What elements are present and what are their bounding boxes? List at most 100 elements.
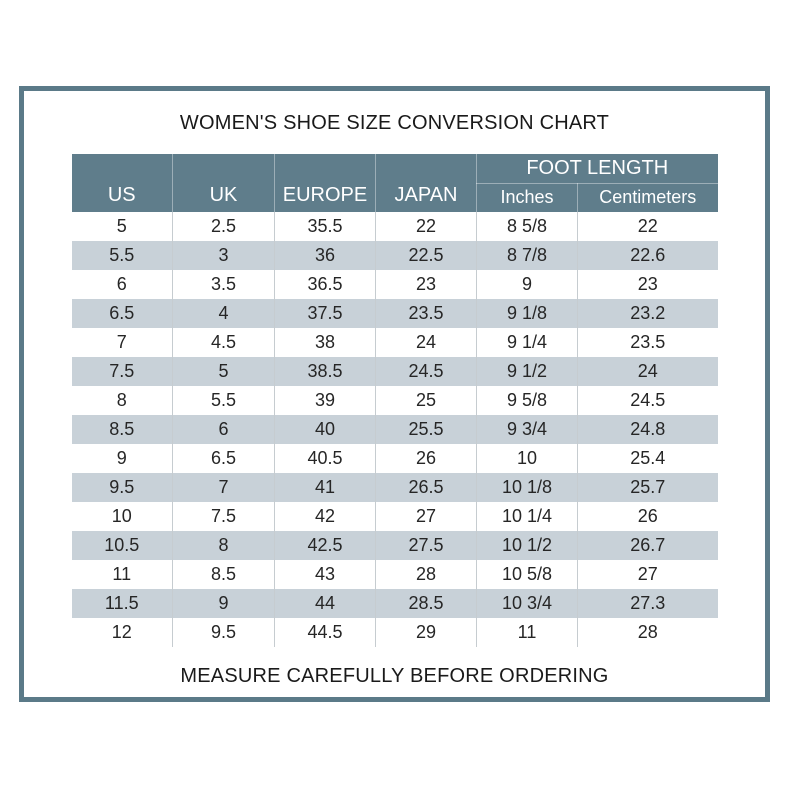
cell: 10 3/4 (476, 589, 578, 618)
conversion-table: US UK EUROPE JAPAN FOOT LENGTH Inches Ce… (71, 154, 718, 647)
cell: 41 (274, 473, 376, 502)
cell: 11.5 (104, 593, 139, 613)
cell: 10 5/8 (476, 560, 578, 589)
column-header-us: US (71, 154, 173, 212)
cell: 6 (116, 274, 127, 294)
cell: 8 (172, 531, 275, 560)
cell: 6.5 (172, 444, 275, 473)
cell: 2.5 (172, 212, 275, 241)
cell: 28.5 (375, 589, 477, 618)
cell: 8.5 (172, 560, 275, 589)
cell: 10 (476, 444, 578, 473)
cell: 24 (577, 357, 718, 386)
cell: 10 1/4 (476, 502, 578, 531)
column-header-inches: Inches (476, 183, 578, 212)
cell: 26 (577, 502, 718, 531)
cell: 3 (172, 241, 275, 270)
cell: 9.5 (172, 618, 275, 647)
column-header-centimeters: Centimeters (577, 183, 718, 212)
cell: 5.5 (172, 386, 275, 415)
cell: 22.6 (577, 241, 718, 270)
table-row: 7 4.5 38 24 9 1/4 23.5 (72, 328, 718, 357)
cell: 23.5 (375, 299, 477, 328)
cell: 25.4 (577, 444, 718, 473)
cell: 25.5 (375, 415, 477, 444)
cell: 27.3 (577, 589, 718, 618)
chart-frame: WOMEN'S SHOE SIZE CONVERSION CHART US UK… (19, 86, 770, 702)
cell: 44.5 (274, 618, 376, 647)
table-row: 11 8.5 43 28 10 5/8 27 (72, 560, 718, 589)
cell: 6 (172, 415, 275, 444)
cell: 22.5 (375, 241, 477, 270)
cell: 4 (172, 299, 275, 328)
cell: 42.5 (274, 531, 376, 560)
cell: 29 (375, 618, 477, 647)
table-row: 9.5 7 41 26.5 10 1/8 25.7 (71, 473, 718, 502)
cell: 9 3/4 (476, 415, 578, 444)
cell: 7 (172, 473, 275, 502)
cell: 40.5 (274, 444, 376, 473)
cell: 28 (577, 618, 718, 647)
table-row: 8 5.5 39 25 9 5/8 24.5 (72, 386, 718, 415)
header-row-top: US UK EUROPE JAPAN FOOT LENGTH (71, 154, 718, 212)
cell: 9.5 (109, 477, 135, 497)
table-body: 5 2.5 35.5 22 8 5/8 22 5.5 3 36 22.5 8 7/8 22.6 6 3.5… (71, 212, 718, 647)
cell: 11 (476, 618, 578, 647)
table-header: US UK EUROPE JAPAN FOOT LENGTH Inches Ce… (71, 154, 718, 212)
cell: 38.5 (274, 357, 376, 386)
cell: 5 (116, 216, 127, 236)
table-row: 5 2.5 35.5 22 8 5/8 22 (72, 212, 718, 241)
cell: 10 1/2 (476, 531, 578, 560)
table-row: 7.5 5 38.5 24.5 9 1/2 24 (71, 357, 718, 386)
cell: 6.5 (109, 303, 135, 323)
cell: 8 5/8 (476, 212, 578, 241)
cell: 9 (172, 589, 275, 618)
cell: 36.5 (274, 270, 376, 299)
cell: 26 (375, 444, 477, 473)
cell: 22 (577, 212, 718, 241)
table-row: 11.5 9 44 28.5 10 3/4 27.3 (71, 589, 718, 618)
table-row: 10 7.5 42 27 10 1/4 26 (72, 502, 718, 531)
cell: 23 (577, 270, 718, 299)
cell: 35.5 (274, 212, 376, 241)
cell: 9 1/8 (476, 299, 578, 328)
cell: 24 (375, 328, 477, 357)
cell: 24.5 (577, 386, 718, 415)
cell: 24.8 (577, 415, 718, 444)
column-header-europe: EUROPE (274, 154, 376, 212)
chart-title: WOMEN'S SHOE SIZE CONVERSION CHART (179, 112, 610, 134)
cell: 3.5 (172, 270, 275, 299)
cell: 26.5 (375, 473, 477, 502)
cell: 7.5 (172, 502, 275, 531)
cell: 8 7/8 (476, 241, 578, 270)
footer-note: MEASURE CAREFULLY BEFORE ORDERING (180, 665, 609, 687)
group-header-foot-length: FOOT LENGTH (476, 154, 718, 184)
cell: 23.2 (577, 299, 718, 328)
cell: 26.7 (577, 531, 718, 560)
cell: 40 (274, 415, 376, 444)
cell: 10.5 (104, 535, 140, 555)
cell: 7.5 (109, 361, 135, 381)
cell: 28 (375, 560, 477, 589)
column-header-japan: JAPAN (375, 154, 477, 212)
cell: 38 (274, 328, 376, 357)
table-row: 6.5 4 37.5 23.5 9 1/8 23.2 (71, 299, 718, 328)
cell: 9 5/8 (476, 386, 578, 415)
cell: 12 (111, 622, 132, 642)
cell: 27 (375, 502, 477, 531)
column-header-uk: UK (172, 154, 275, 212)
cell: 27 (577, 560, 718, 589)
cell: 36 (274, 241, 376, 270)
table-row: 6 3.5 36.5 23 9 23 (72, 270, 718, 299)
table-row: 5.5 3 36 22.5 8 7/8 22.6 (71, 241, 718, 270)
cell: 44 (274, 589, 376, 618)
cell: 42 (274, 502, 376, 531)
table-row: 8.5 6 40 25.5 9 3/4 24.8 (71, 415, 718, 444)
cell: 23.5 (577, 328, 718, 357)
cell: 37.5 (274, 299, 376, 328)
cell: 9 1/4 (476, 328, 578, 357)
cell: 5.5 (109, 245, 135, 265)
cell: 9 1/2 (476, 357, 578, 386)
cell: 4.5 (172, 328, 275, 357)
table-row: 10.5 8 42.5 27.5 10 1/2 26.7 (71, 531, 718, 560)
